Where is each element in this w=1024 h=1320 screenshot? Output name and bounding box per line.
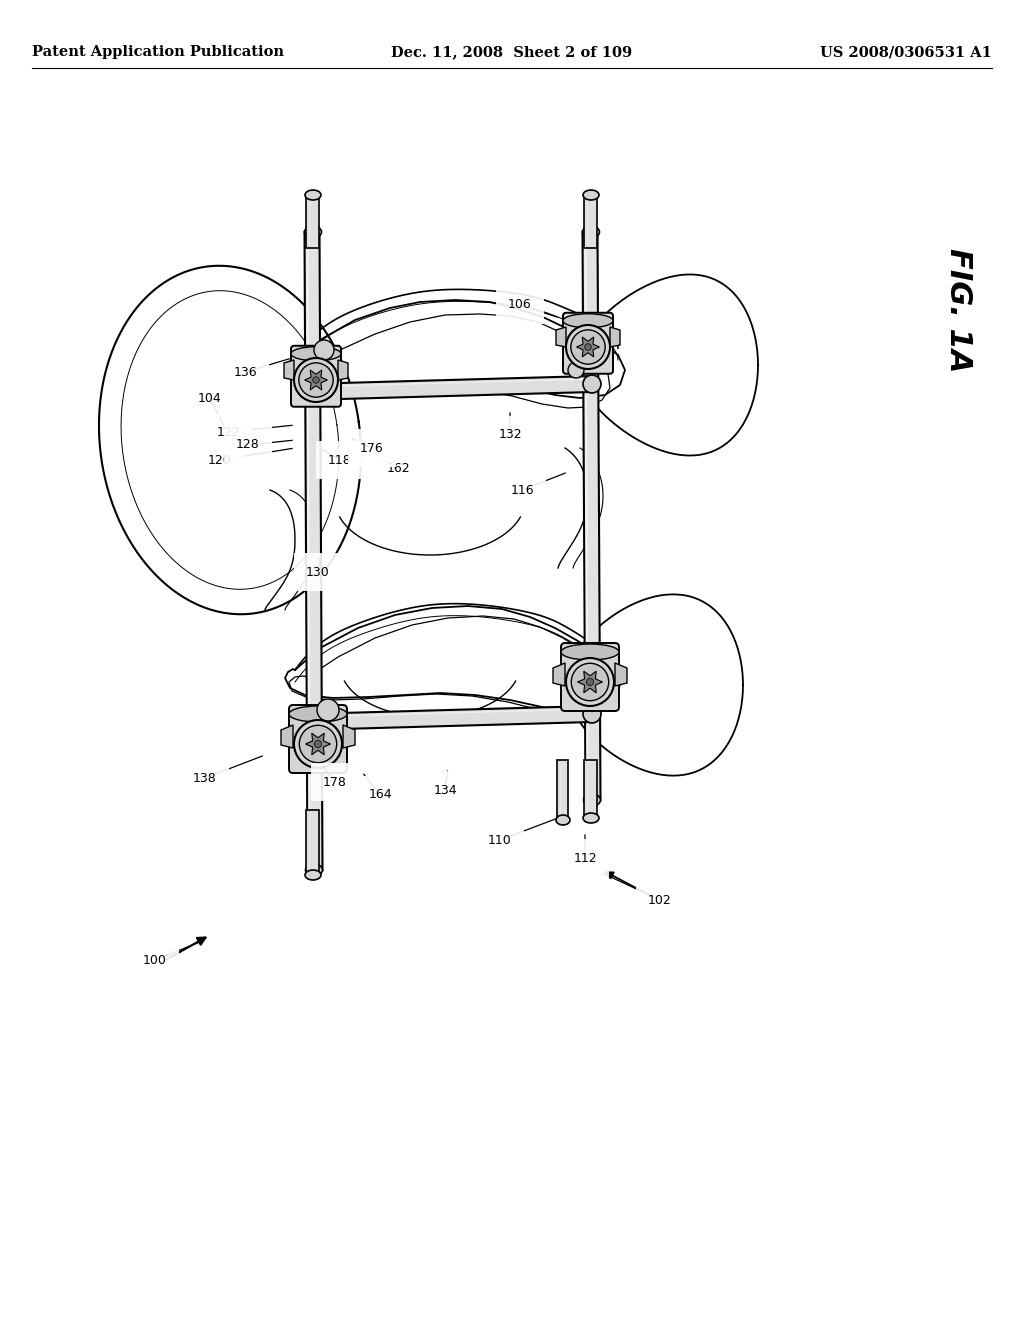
- Circle shape: [585, 343, 591, 350]
- Text: Patent Application Publication: Patent Application Publication: [32, 45, 284, 59]
- Text: 176: 176: [360, 441, 384, 454]
- Circle shape: [568, 362, 584, 378]
- Polygon shape: [285, 606, 620, 711]
- Text: US 2008/0306531 A1: US 2008/0306531 A1: [820, 45, 992, 59]
- Circle shape: [570, 330, 605, 364]
- Ellipse shape: [304, 226, 322, 238]
- Polygon shape: [305, 733, 331, 755]
- Polygon shape: [284, 360, 294, 380]
- Text: 178: 178: [323, 776, 347, 788]
- Text: 100: 100: [143, 953, 167, 966]
- Text: 120: 120: [208, 454, 231, 466]
- Ellipse shape: [583, 226, 599, 238]
- Text: 112: 112: [573, 851, 597, 865]
- Polygon shape: [281, 725, 293, 748]
- Polygon shape: [610, 327, 620, 347]
- Text: 106: 106: [508, 298, 531, 312]
- Ellipse shape: [583, 813, 599, 822]
- Polygon shape: [553, 663, 565, 686]
- Ellipse shape: [296, 713, 314, 731]
- Text: 162: 162: [386, 462, 410, 474]
- FancyBboxPatch shape: [291, 346, 341, 407]
- Polygon shape: [578, 275, 758, 455]
- Polygon shape: [567, 594, 743, 776]
- Text: 128: 128: [237, 438, 260, 451]
- Polygon shape: [584, 760, 597, 818]
- Text: 104: 104: [198, 392, 222, 404]
- Polygon shape: [615, 663, 627, 686]
- Polygon shape: [577, 337, 599, 356]
- Text: 132: 132: [499, 429, 522, 441]
- Polygon shape: [556, 760, 567, 820]
- Ellipse shape: [583, 190, 599, 201]
- Ellipse shape: [305, 865, 323, 876]
- Ellipse shape: [563, 314, 613, 327]
- Text: 138: 138: [194, 771, 217, 784]
- Circle shape: [566, 657, 614, 706]
- Circle shape: [314, 341, 334, 360]
- FancyBboxPatch shape: [563, 313, 613, 374]
- Polygon shape: [305, 810, 318, 875]
- Circle shape: [299, 725, 337, 763]
- Circle shape: [294, 719, 342, 768]
- Text: 118: 118: [328, 454, 352, 466]
- Polygon shape: [344, 665, 516, 717]
- Polygon shape: [292, 314, 610, 408]
- Polygon shape: [99, 265, 361, 614]
- Circle shape: [294, 358, 338, 403]
- Ellipse shape: [291, 347, 341, 360]
- Polygon shape: [305, 376, 592, 400]
- Ellipse shape: [305, 870, 321, 880]
- Ellipse shape: [296, 383, 314, 401]
- Ellipse shape: [583, 705, 601, 723]
- FancyBboxPatch shape: [289, 705, 347, 774]
- Circle shape: [566, 325, 610, 370]
- Polygon shape: [556, 327, 566, 347]
- Text: 134: 134: [433, 784, 457, 796]
- Polygon shape: [304, 232, 323, 870]
- Polygon shape: [289, 616, 614, 715]
- Text: Dec. 11, 2008  Sheet 2 of 109: Dec. 11, 2008 Sheet 2 of 109: [391, 45, 633, 59]
- Ellipse shape: [584, 795, 600, 807]
- Polygon shape: [338, 360, 348, 380]
- Circle shape: [299, 363, 333, 397]
- Text: 136: 136: [233, 366, 257, 379]
- Text: 116: 116: [510, 483, 534, 496]
- Circle shape: [571, 663, 608, 701]
- Text: 110: 110: [488, 833, 512, 846]
- Text: 122: 122: [216, 425, 240, 438]
- Polygon shape: [305, 706, 592, 730]
- FancyBboxPatch shape: [561, 643, 618, 711]
- Polygon shape: [285, 300, 625, 399]
- Circle shape: [312, 376, 319, 383]
- Text: 164: 164: [369, 788, 392, 801]
- Polygon shape: [583, 232, 600, 800]
- Ellipse shape: [289, 706, 347, 722]
- Polygon shape: [304, 370, 328, 389]
- Text: 102: 102: [648, 894, 672, 907]
- Ellipse shape: [556, 814, 570, 825]
- Polygon shape: [578, 671, 602, 693]
- Circle shape: [314, 741, 322, 747]
- Ellipse shape: [583, 375, 601, 393]
- Polygon shape: [305, 195, 318, 248]
- Text: FIG. 1A: FIG. 1A: [943, 248, 973, 372]
- Polygon shape: [340, 500, 520, 554]
- Circle shape: [587, 678, 594, 685]
- Polygon shape: [343, 725, 355, 748]
- Circle shape: [317, 700, 339, 721]
- Polygon shape: [584, 195, 597, 248]
- Text: 130: 130: [306, 565, 330, 578]
- Ellipse shape: [305, 190, 321, 201]
- Ellipse shape: [561, 644, 618, 660]
